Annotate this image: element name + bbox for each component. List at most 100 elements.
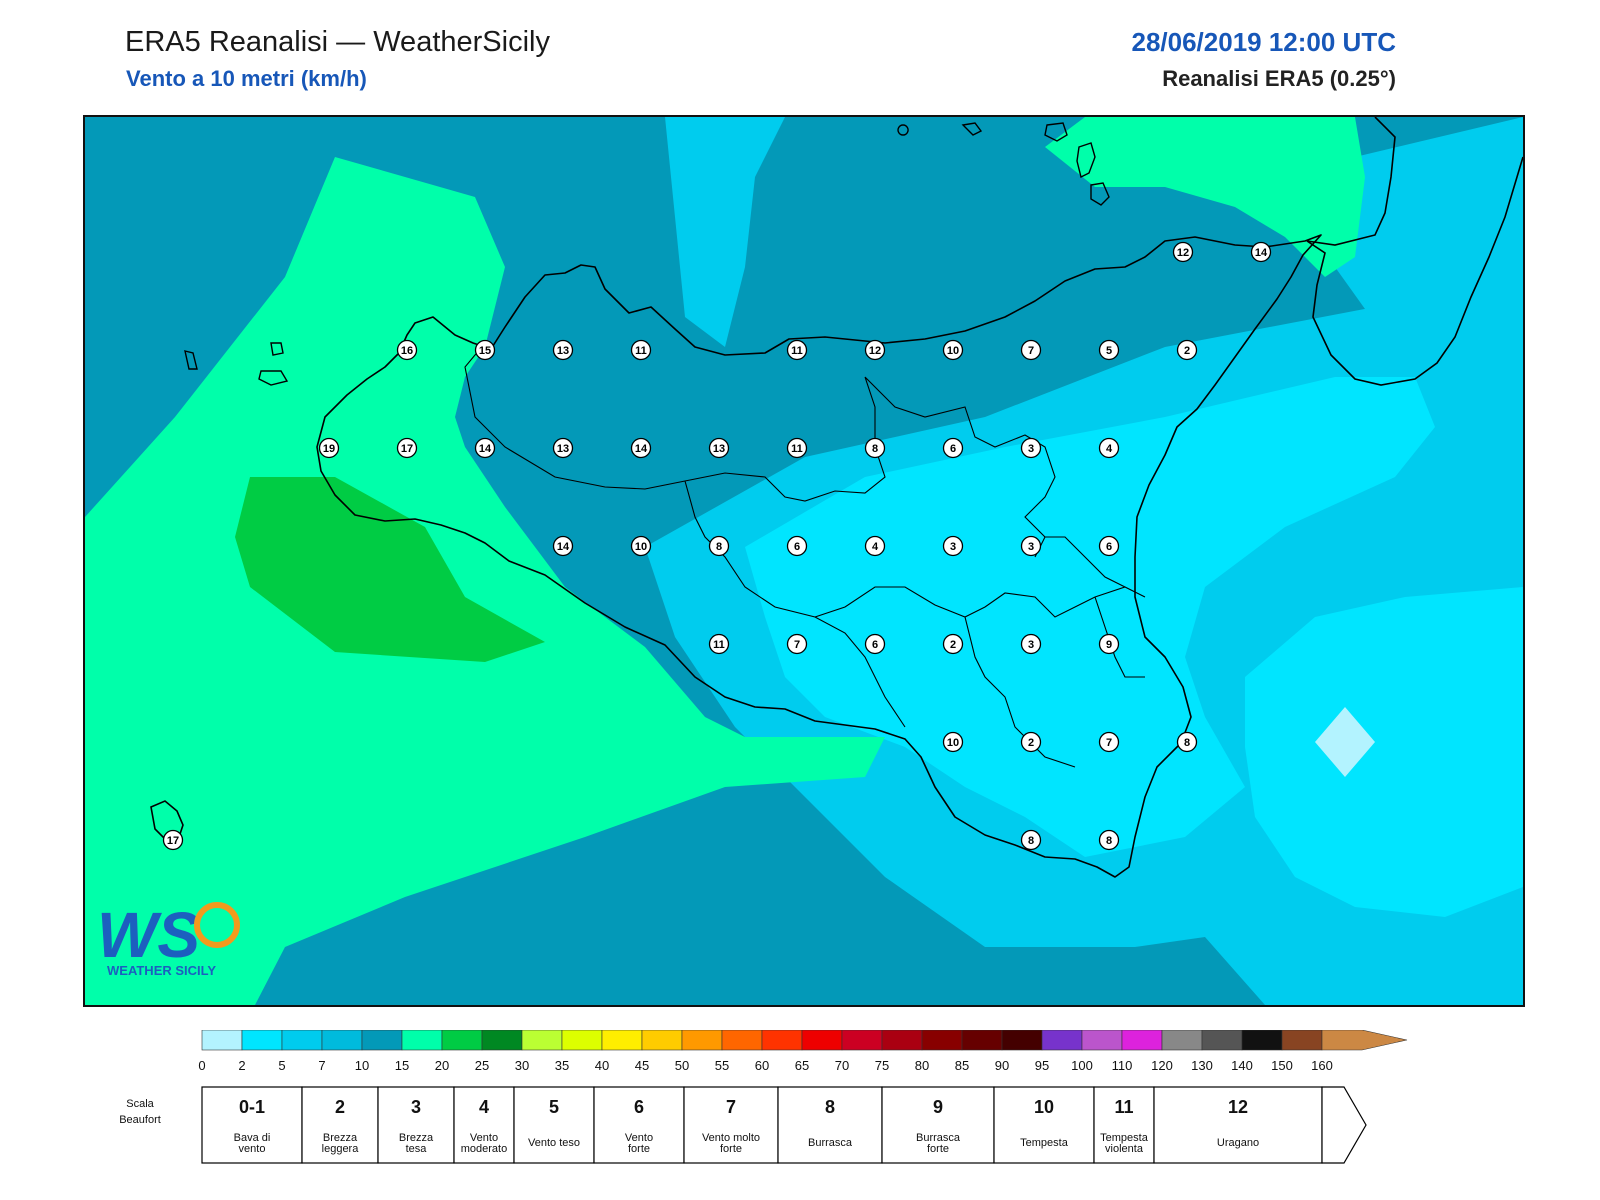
station-circle	[1098, 339, 1120, 361]
island-vulcano	[1090, 182, 1110, 206]
colorbar-swatch	[761, 1030, 803, 1051]
station-marker: 12	[864, 339, 886, 361]
station-value: 7	[794, 639, 800, 651]
logo-text: WEATHER SICILY	[107, 963, 216, 978]
colorbar-swatch	[1121, 1030, 1163, 1051]
station-circle	[630, 437, 652, 459]
island-filicudi	[961, 122, 983, 136]
colorbar-tick: 7	[318, 1058, 325, 1073]
colorbar-swatch	[561, 1030, 603, 1051]
station-value: 4	[1106, 443, 1113, 455]
beaufort-desc-2: leggera	[322, 1143, 360, 1155]
station-value: 3	[1028, 443, 1034, 455]
station-circle	[864, 633, 886, 655]
colorbar-swatch	[241, 1030, 283, 1051]
station-circle	[1020, 829, 1042, 851]
station-circle	[1020, 535, 1042, 557]
station-value: 19	[323, 443, 335, 455]
station-circle	[942, 731, 964, 753]
station-marker: 2	[1020, 731, 1042, 753]
station-circle	[630, 535, 652, 557]
station-circle	[1020, 437, 1042, 459]
field-aqua-west	[85, 157, 885, 1005]
beaufort-label-2: Beaufort	[119, 1114, 161, 1126]
station-value: 17	[401, 443, 413, 455]
station-value: 14	[635, 443, 648, 455]
station-marker: 10	[942, 339, 964, 361]
logo-sun	[194, 902, 240, 948]
station-value: 11	[713, 639, 725, 651]
station-marker: 14	[474, 437, 496, 459]
valid-datetime: 28/06/2019 12:00 UTC	[1131, 27, 1396, 57]
station-marker: 6	[864, 633, 886, 655]
beaufort-desc-2: forte	[720, 1143, 742, 1155]
station-marker: 8	[1020, 829, 1042, 851]
station-value: 2	[1184, 345, 1190, 357]
station-marker: 2	[942, 633, 964, 655]
logo-letters: WS	[97, 899, 200, 971]
beaufort-number: 5	[549, 1097, 559, 1117]
beaufort-cell: 12 Uragano	[1153, 1086, 1323, 1164]
station-marker: 11	[786, 339, 808, 361]
station-marker: 2	[1176, 339, 1198, 361]
beaufort-desc-1: Vento	[470, 1132, 498, 1144]
beaufort-desc-1: Brezza	[399, 1132, 434, 1144]
station-circle	[708, 535, 730, 557]
station-marker: 9	[1098, 633, 1120, 655]
colorbar-tick: 45	[635, 1058, 649, 1073]
station-marker: 16	[396, 339, 418, 361]
beaufort-cell: 8 Burrasca	[777, 1086, 883, 1164]
station-circle	[162, 829, 184, 851]
station-value: 12	[1177, 247, 1189, 259]
colorbar-swatch	[1281, 1030, 1323, 1051]
beaufort-desc-2: forte	[628, 1143, 650, 1155]
station-value: 3	[1028, 639, 1034, 651]
station-value: 8	[1028, 835, 1034, 847]
station-marker: 8	[708, 535, 730, 557]
station-value: 9	[1106, 639, 1112, 651]
station-circle	[1098, 535, 1120, 557]
station-value: 4	[872, 541, 879, 553]
field-aqua-northeast	[1045, 117, 1365, 277]
colorbar-swatch	[361, 1030, 403, 1051]
station-value: 14	[479, 443, 492, 455]
station-circle	[474, 339, 496, 361]
colorbar-swatches	[201, 1030, 1408, 1051]
station-circle	[1098, 633, 1120, 655]
colorbar-swatch	[1321, 1030, 1408, 1051]
colorbar-tick: 15	[395, 1058, 409, 1073]
map-subtitle: Vento a 10 metri (km/h)	[126, 66, 367, 91]
colorbar-swatch	[1201, 1030, 1243, 1051]
station-circle	[318, 437, 340, 459]
colorbar-tick: 60	[755, 1058, 769, 1073]
station-circle	[630, 339, 652, 361]
beaufort-number: 6	[634, 1097, 644, 1117]
island-levanzo	[270, 342, 284, 356]
station-marker: 3	[1020, 437, 1042, 459]
station-circle	[396, 339, 418, 361]
colorbar-tick: 130	[1191, 1058, 1213, 1073]
station-marker: 7	[1098, 731, 1120, 753]
station-circle	[1176, 339, 1198, 361]
beaufort-label-1: Scala	[126, 1098, 154, 1110]
station-marker: 10	[630, 535, 652, 557]
beaufort-desc-1: Tempesta	[1020, 1137, 1069, 1149]
colorbar-ticks: 0 2 5 7 10 15 20 25 30 35 40 45 50 55 60 65 70 75 80 85 90 95…	[198, 1058, 1332, 1073]
field-cyan-core	[745, 377, 1435, 857]
colorbar-tick: 140	[1231, 1058, 1253, 1073]
beaufort-desc-1: Vento	[625, 1132, 653, 1144]
island-marettimo	[184, 350, 198, 370]
station-marker: 6	[786, 535, 808, 557]
field-pale-calm	[1315, 707, 1375, 777]
beaufort-desc-1: Bava di	[234, 1132, 271, 1144]
station-value: 11	[635, 345, 647, 357]
station-marker: 15	[474, 339, 496, 361]
station-circle	[1172, 241, 1194, 263]
station-marker: 14	[552, 535, 574, 557]
station-circle	[786, 339, 808, 361]
station-value: 14	[1255, 247, 1268, 259]
colorbar-tick: 85	[955, 1058, 969, 1073]
